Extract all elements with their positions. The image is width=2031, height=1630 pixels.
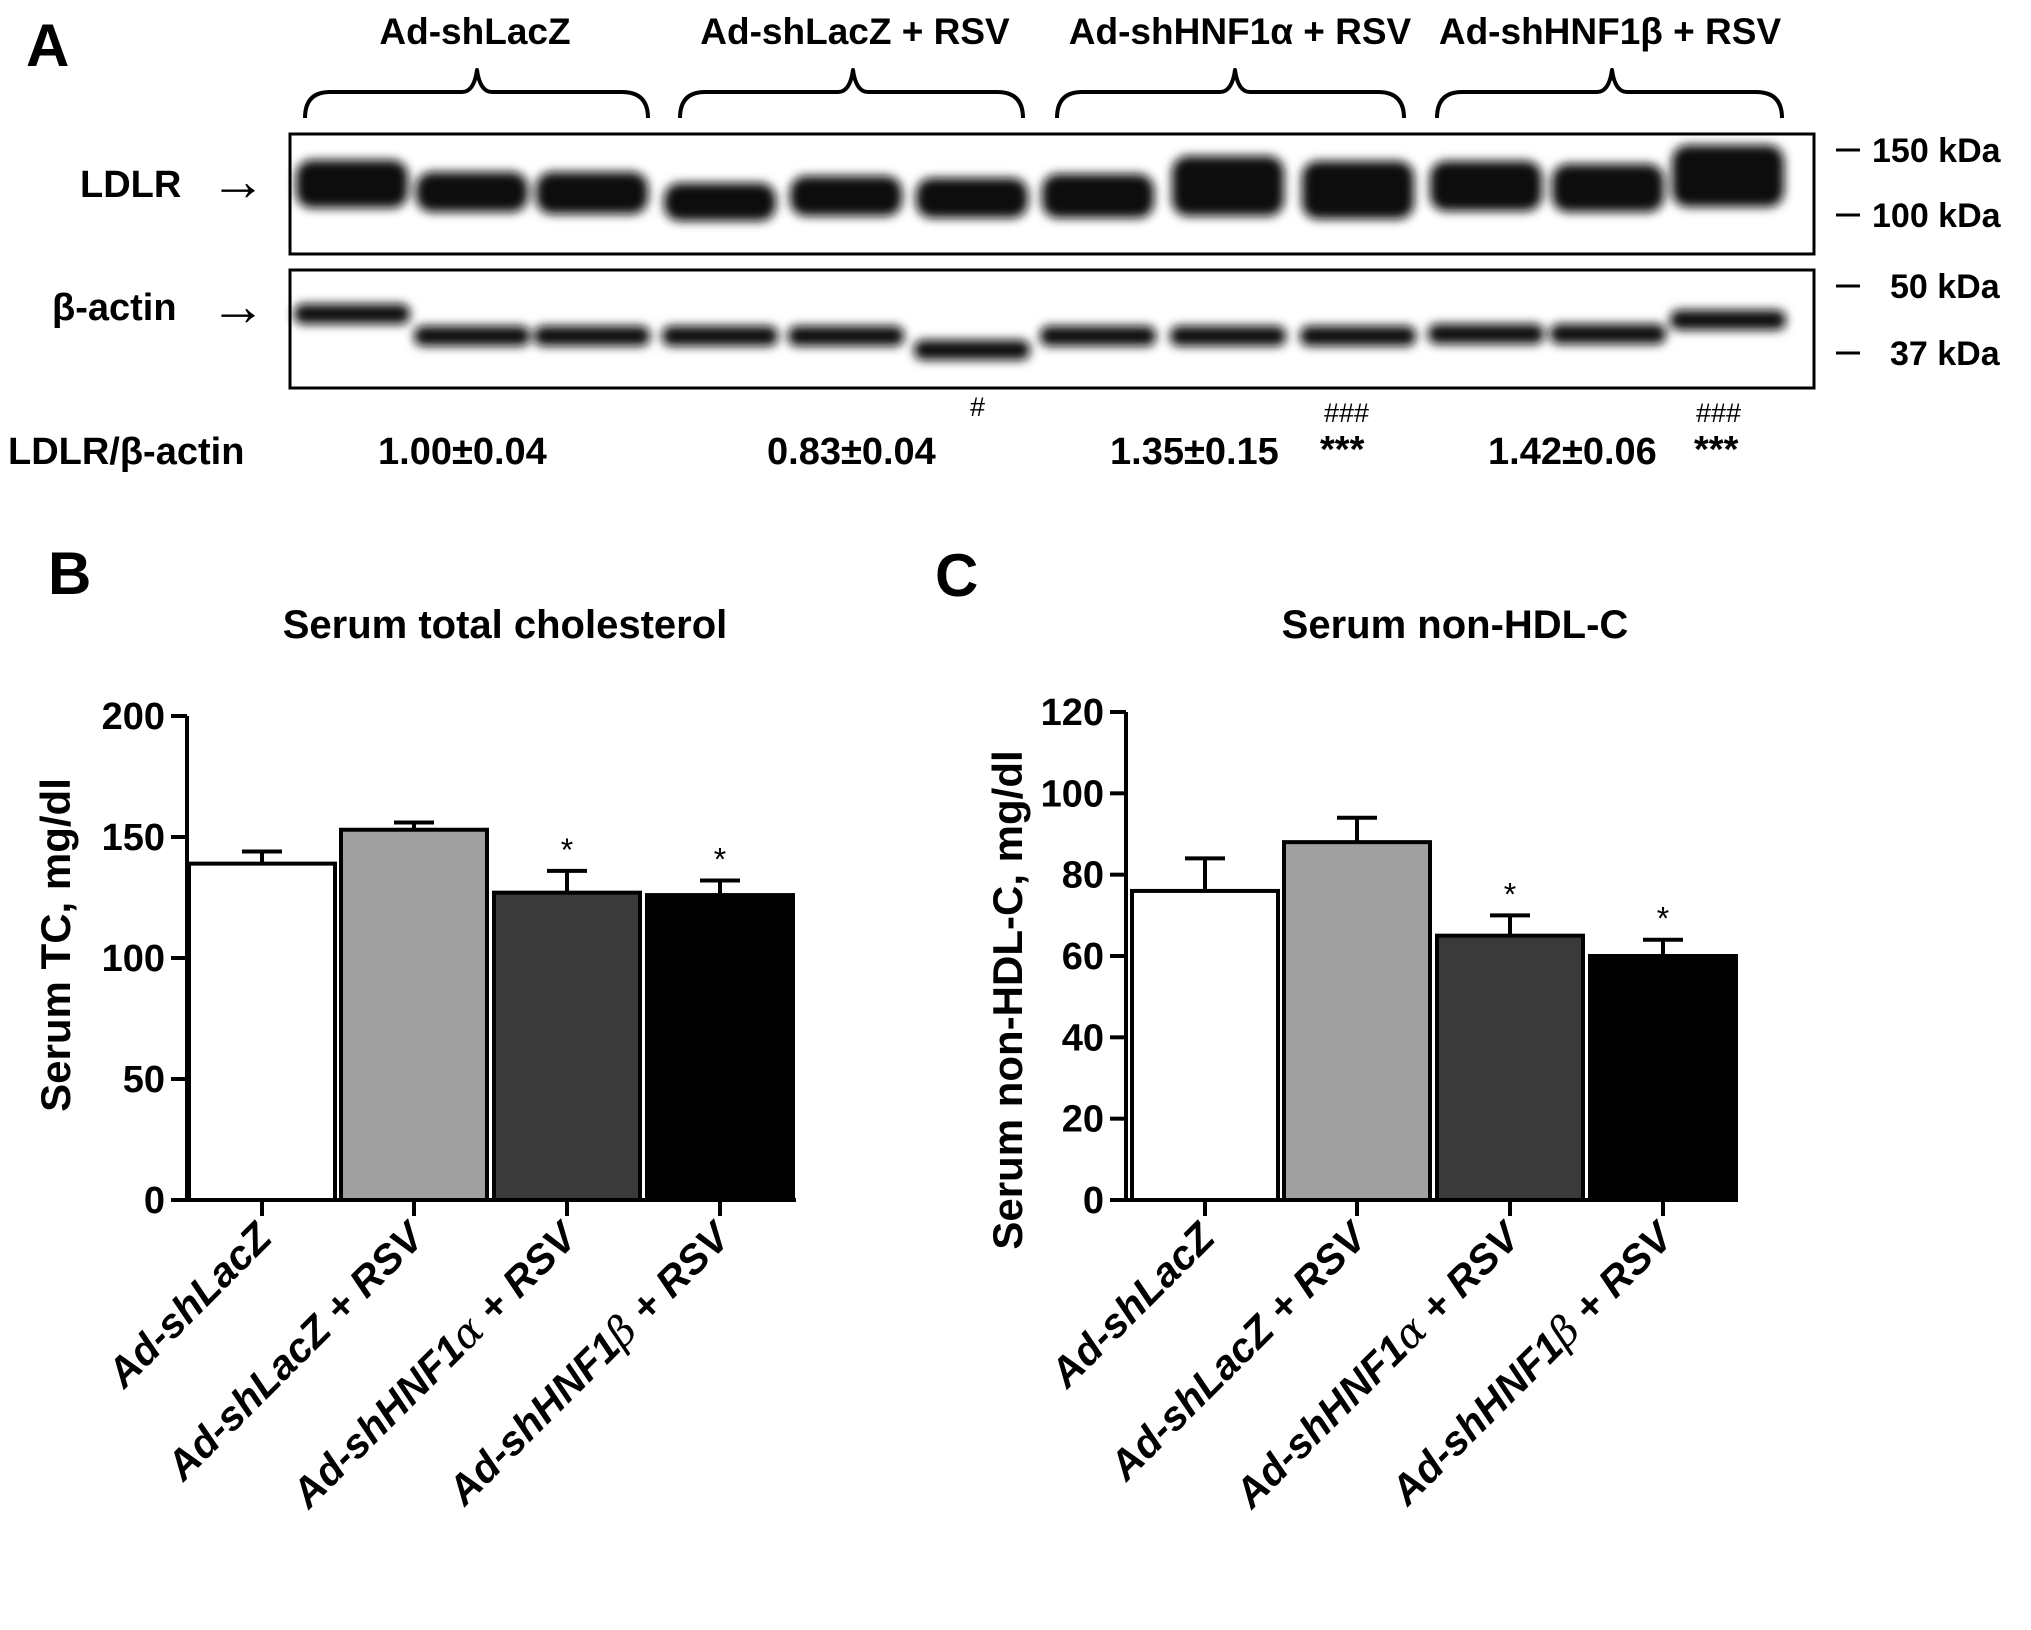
y-tick-label: 40 (1062, 1017, 1104, 1059)
y-tick-label: 150 (102, 817, 165, 859)
actin-band (1550, 324, 1666, 344)
y-tick-label: 100 (1041, 773, 1104, 815)
actin-bands (294, 304, 1786, 360)
ldlr-bands (296, 145, 1784, 221)
actin-band (534, 326, 650, 346)
x-category-label: Ad-shLacZ + RSV (157, 1211, 435, 1489)
x-category-label: Ad-shHNF1β + RSV (1380, 1211, 1684, 1515)
bar (492, 890, 642, 1202)
bar (1435, 933, 1585, 1203)
chart-b-y-axis-title: Serum TC, mg/dl (32, 778, 79, 1112)
actin-band (788, 326, 904, 346)
mw-marker-ticks (1836, 148, 1860, 355)
significance-label: * (1504, 876, 1516, 912)
ldlr-band (1302, 161, 1414, 219)
actin-band (1300, 326, 1416, 346)
ldlr-blot (288, 132, 1816, 256)
y-tick-label: 120 (1041, 692, 1104, 734)
group-braces (303, 68, 1784, 119)
chart-c-title: Serum non-HDL-C (1282, 603, 1629, 647)
ldlr-band (664, 183, 776, 221)
ratio-sig-top-3: ### (1324, 398, 1369, 428)
actin-label: β-actin (52, 287, 177, 329)
ratio-row-label: LDLR/β-actin (8, 431, 244, 473)
panel-label-c: C (935, 542, 978, 609)
ratio-sig-side-4: *** (1694, 429, 1739, 471)
group-header-3: Ad-shHNF1α + RSV (1069, 11, 1412, 52)
group-header-2: Ad-shLacZ + RSV (700, 11, 1010, 52)
chart-b-title: Serum total cholesterol (283, 603, 728, 647)
marker-label-37: 37 kDa (1890, 335, 2001, 373)
marker-label-100: 100 kDa (1872, 197, 2002, 235)
ldlr-band (416, 172, 528, 212)
significance-label: * (714, 842, 726, 878)
chart-c-y-axis-title: Serum non-HDL-C, mg/dl (984, 750, 1031, 1249)
ratio-sig-top-4: ### (1696, 398, 1741, 428)
significance-label: * (561, 832, 573, 868)
actin-blot (288, 268, 1816, 390)
ratio-sig-side-3: *** (1320, 429, 1365, 471)
significance-label: * (1657, 901, 1669, 937)
actin-arrow: → (210, 274, 266, 337)
ldlr-band (296, 160, 408, 208)
x-category-label: Ad-shHNF1α + RSV (1224, 1211, 1531, 1518)
actin-band (1170, 326, 1286, 346)
ldlr-arrow: → (210, 149, 266, 212)
panel-label-a: A (26, 12, 69, 79)
bar (187, 861, 337, 1202)
y-tick-label: 0 (144, 1180, 165, 1222)
ratio-value-1: 1.00±0.04 (378, 431, 547, 473)
ldlr-band (536, 172, 648, 214)
x-category-label: Ad-shLacZ + RSV (1100, 1211, 1378, 1489)
x-category-label: Ad-shHNF1α + RSV (281, 1211, 588, 1518)
ratio-value-4: 1.42±0.06 (1488, 431, 1657, 473)
y-tick-label: 80 (1062, 855, 1104, 897)
group-header-1: Ad-shLacZ (379, 11, 570, 52)
brace-3 (1055, 68, 1406, 119)
ldlr-band (1430, 161, 1542, 211)
ldlr-band (1042, 174, 1154, 218)
ratio-value-2: 0.83±0.04 (767, 431, 936, 473)
actin-band (294, 304, 410, 324)
bar (1588, 954, 1738, 1202)
brace-2 (678, 68, 1025, 119)
group-header-4: Ad-shHNF1β + RSV (1439, 11, 1782, 52)
actin-band (662, 326, 778, 346)
ldlr-label: LDLR (80, 164, 181, 206)
brace-4 (1435, 68, 1784, 119)
ratio-value-3: 1.35±0.15 (1110, 431, 1279, 473)
y-tick-label: 60 (1062, 936, 1104, 978)
actin-band (914, 340, 1030, 360)
ldlr-band (1172, 156, 1284, 216)
y-tick-label: 50 (123, 1059, 165, 1101)
bar (645, 893, 795, 1203)
ldlr-band (790, 176, 902, 216)
x-category-label: Ad-shHNF1β + RSV (437, 1211, 741, 1515)
marker-label-50: 50 kDa (1890, 268, 2001, 306)
brace-1 (303, 68, 650, 119)
y-tick-label: 0 (1083, 1180, 1104, 1222)
actin-band (1428, 324, 1544, 344)
marker-label-150: 150 kDa (1872, 132, 2002, 170)
actin-band (1670, 310, 1786, 330)
actin-band (1040, 326, 1156, 346)
y-tick-label: 20 (1062, 1099, 1104, 1141)
ldlr-band (916, 178, 1028, 218)
y-tick-label: 200 (102, 696, 165, 738)
bar (1130, 888, 1280, 1203)
bar (1282, 840, 1432, 1203)
actin-band (414, 326, 530, 346)
y-tick-label: 100 (102, 938, 165, 980)
ratio-sig-top-2: # (970, 392, 985, 422)
bar (339, 827, 489, 1202)
ldlr-band (1552, 164, 1664, 212)
panel-label-b: B (48, 540, 91, 607)
ldlr-band (1672, 145, 1784, 207)
